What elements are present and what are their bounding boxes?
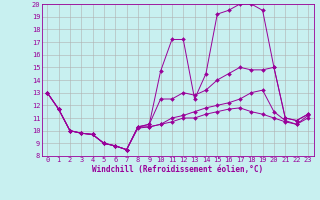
X-axis label: Windchill (Refroidissement éolien,°C): Windchill (Refroidissement éolien,°C): [92, 165, 263, 174]
